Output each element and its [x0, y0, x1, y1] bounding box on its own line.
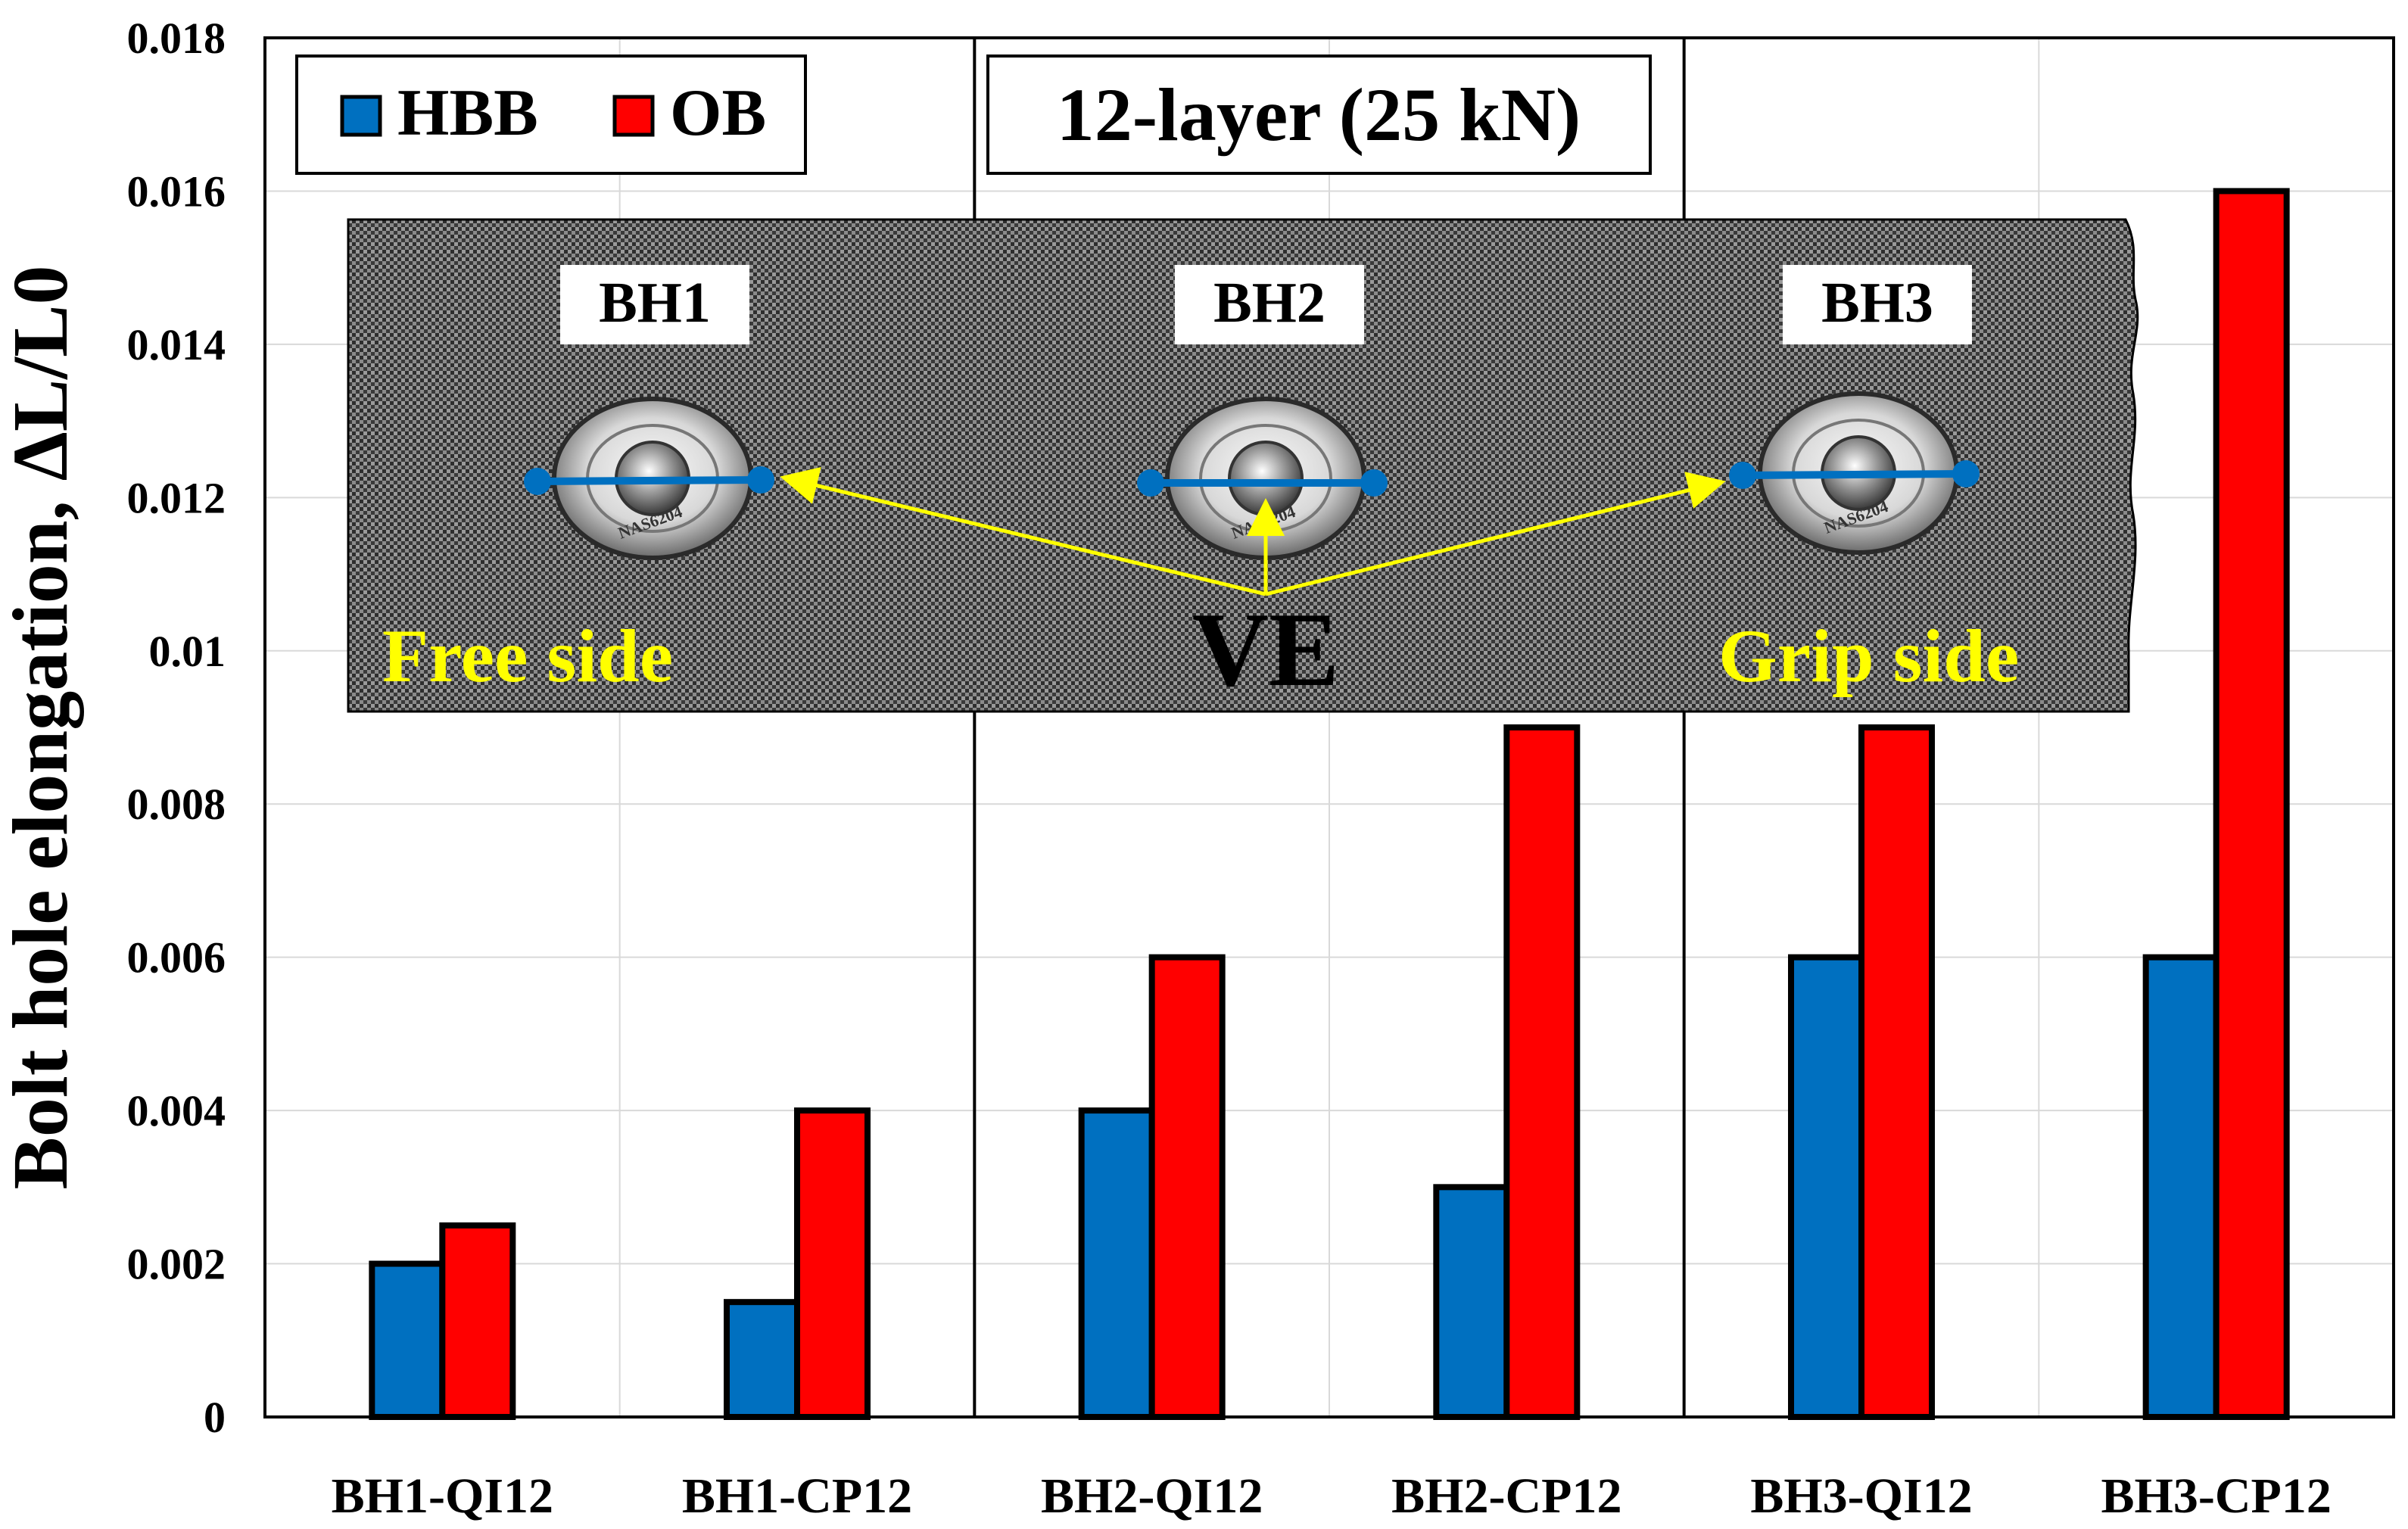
x-tick-label: BH2-CP12 — [1391, 1468, 1621, 1524]
y-tick-label: 0.016 — [127, 167, 226, 216]
y-tick-label: 0.014 — [127, 320, 226, 369]
inset-photo: NAS6204 NAS6204 NAS6204 — [347, 218, 2139, 713]
bar-ob-bh2-cp12 — [1503, 724, 1581, 1420]
bolt-hole-3: NAS6204 — [1729, 391, 1980, 555]
bar-ob-bh2-qi12 — [1148, 954, 1226, 1420]
x-tick-label: BH1-CP12 — [682, 1468, 912, 1524]
y-axis-label: Bolt hole elongation, ΔL/L0 — [0, 266, 84, 1190]
measure-line-bh1 — [537, 476, 762, 485]
hole-label-text: BH2 — [1213, 271, 1325, 335]
legend-swatch-ob — [612, 95, 655, 137]
chart-title-box: 12-layer (25 kN) — [986, 54, 1652, 175]
hole-label-bh2: BH2 — [1175, 265, 1364, 344]
hole-label-box — [560, 265, 749, 344]
bar-hbb-bh2-cp12 — [1433, 1184, 1510, 1421]
hole-label-bh1: BH1 — [560, 265, 749, 344]
x-axis-labels: BH1-QI12 BH1-CP12 BH2-QI12 BH2-CP12 BH3-QI12… — [332, 1468, 2332, 1524]
x-tick-label: BH2-QI12 — [1041, 1468, 1263, 1524]
y-tick-label: 0.012 — [127, 473, 226, 522]
plot-area-border — [263, 36, 2395, 1418]
hole-label-bh3: BH3 — [1783, 265, 1972, 344]
hole-label-box — [1783, 265, 1972, 344]
y-tick-label: 0 — [204, 1393, 226, 1442]
y-tick-label: 0.01 — [149, 627, 226, 676]
y-tick-label: 0.008 — [127, 780, 226, 829]
grip-side-annotation: Grip side — [1718, 614, 2019, 698]
y-tick-label: 0.002 — [127, 1240, 226, 1289]
measure-line-bh3 — [1742, 470, 1967, 479]
legend-label-hbb: HBB — [397, 76, 538, 150]
x-tick-label: BH3-QI12 — [1750, 1468, 1972, 1524]
ve-arrow-to-bh3 — [1265, 472, 1726, 596]
free-side-annotation: Free side — [382, 614, 673, 698]
measure-endpoint-right — [747, 466, 774, 494]
chart-title: 12-layer (25 kN) — [1057, 73, 1581, 157]
y-tick-label: 0.006 — [127, 933, 226, 982]
legend-label-ob: OB — [670, 76, 766, 150]
y-tick-label: 0.018 — [127, 14, 226, 63]
ve-arrows — [780, 467, 1726, 596]
bar-ob-bh3-qi12 — [1858, 724, 1935, 1420]
bars — [369, 188, 2290, 1421]
bar-ob-bh1-cp12 — [794, 1107, 871, 1420]
bolt-hole-1: NAS6204 — [524, 397, 774, 560]
y-axis-ticks: 0 0.002 0.004 0.006 0.008 0.01 0.012 0.014 0.016… — [127, 14, 226, 1442]
ve-arrow-to-bh1 — [780, 467, 1266, 596]
hole-label-text: BH3 — [1821, 271, 1933, 335]
x-tick-label: BH3-CP12 — [2101, 1468, 2332, 1524]
bar-hbb-bh3-cp12 — [2142, 954, 2220, 1420]
measure-endpoint-left — [524, 468, 551, 495]
hole-label-box — [1175, 265, 1364, 344]
legend: HBB OB — [295, 54, 807, 175]
x-tick-label: BH1-QI12 — [332, 1468, 553, 1524]
bar-ob-bh1-qi12 — [439, 1222, 516, 1421]
measure-endpoint-left — [1729, 462, 1756, 489]
measure-endpoint-right — [1952, 460, 1980, 487]
ve-annotation: VE — [1192, 591, 1339, 708]
bar-ob-bh3-cp12 — [2213, 188, 2290, 1420]
bar-hbb-bh1-cp12 — [724, 1299, 800, 1420]
title-box — [986, 54, 1652, 175]
measure-endpoint-right — [1360, 469, 1388, 497]
y-tick-label: 0.004 — [127, 1086, 226, 1135]
bar-hbb-bh1-qi12 — [369, 1260, 446, 1420]
bar-hbb-bh3-qi12 — [1788, 954, 1864, 1420]
bar-hbb-bh2-qi12 — [1078, 1107, 1155, 1420]
hole-label-text: BH1 — [599, 271, 711, 335]
legend-swatch-hbb — [340, 95, 382, 137]
measure-endpoint-left — [1137, 469, 1164, 497]
